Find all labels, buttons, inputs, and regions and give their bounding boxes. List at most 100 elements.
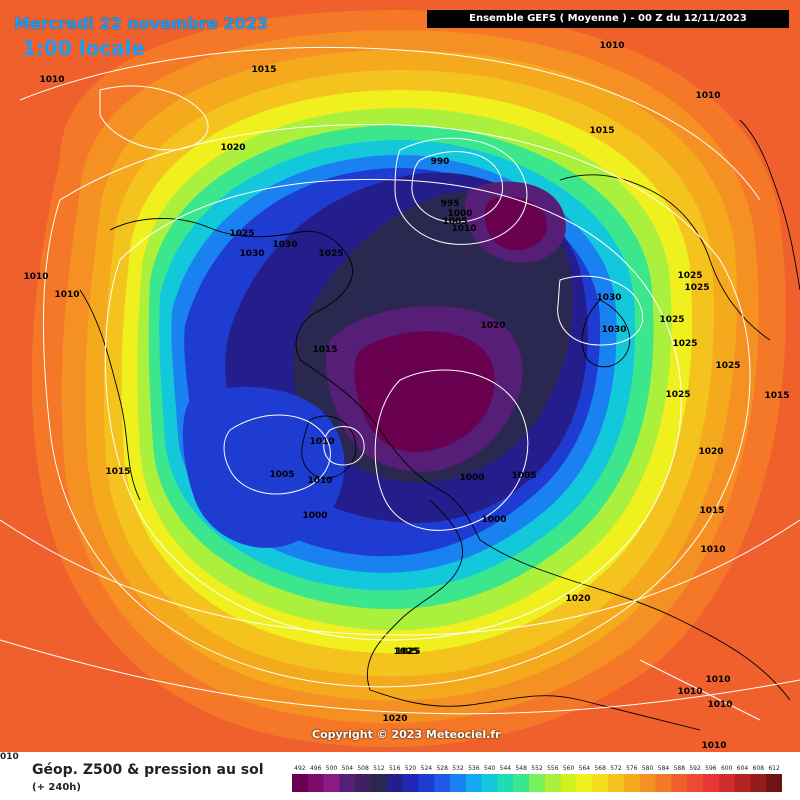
isobar-label: 1020 xyxy=(698,447,723,457)
isobar-label: 1030 xyxy=(596,293,621,303)
legend-tick-label: 580 xyxy=(642,765,654,772)
isobar-label: 1005 xyxy=(511,471,536,481)
legend-tick-label: 500 xyxy=(326,765,338,772)
legend-tick-label: 504 xyxy=(342,765,354,772)
isobar-label: 1015 xyxy=(105,467,130,477)
isobar-label: 1010 xyxy=(705,675,730,685)
isobar-label: 1020 xyxy=(480,321,505,331)
legend-tick-label: 512 xyxy=(373,765,385,772)
legend-tick-label: 492 xyxy=(294,765,306,772)
field-title: Géop. Z500 & pression au sol xyxy=(32,762,264,778)
legend-swatch xyxy=(371,774,388,792)
legend-swatch xyxy=(671,774,688,792)
isobar-label: 1015 xyxy=(699,506,724,516)
edge-isobar-label: 010 xyxy=(0,752,19,762)
isobar-label: 1020 xyxy=(220,143,245,153)
legend-swatch xyxy=(323,774,340,792)
z500-field-528-west xyxy=(182,386,345,548)
legend-tick-label: 528 xyxy=(436,765,448,772)
legend-swatch xyxy=(450,774,467,792)
legend-swatch xyxy=(734,774,751,792)
isobar-label: 1010 xyxy=(39,75,64,85)
isobar-label: 1005 xyxy=(269,470,294,480)
legend-swatch xyxy=(497,774,514,792)
isobar-label: 1025 xyxy=(684,283,709,293)
legend-swatch xyxy=(750,774,767,792)
legend-tick-label: 536 xyxy=(468,765,480,772)
isobar-label: 1020 xyxy=(565,594,590,604)
legend-tick-label: 524 xyxy=(421,765,433,772)
isobar-label: 990 xyxy=(431,157,450,167)
legend-swatch xyxy=(655,774,672,792)
legend-tick-label: 612 xyxy=(768,765,780,772)
legend-swatch xyxy=(687,774,704,792)
legend-swatch xyxy=(292,774,309,792)
isobar-label: 1025 xyxy=(393,647,418,657)
isobar-label: 1010 xyxy=(599,41,624,51)
isobar-label: 995 xyxy=(441,199,460,209)
legend-swatch xyxy=(703,774,720,792)
valid-time: 1:00 locale xyxy=(22,36,146,60)
isobar-label: 1010 xyxy=(707,700,732,710)
isobar-label: 1005 xyxy=(442,217,467,227)
legend-swatch xyxy=(418,774,435,792)
legend-tick-label: 592 xyxy=(689,765,701,772)
isobar-label: 1020 xyxy=(382,714,407,724)
legend-tick-label: 556 xyxy=(547,765,559,772)
legend-tick-label: 564 xyxy=(579,765,591,772)
legend-swatch xyxy=(718,774,735,792)
isobar-label: 1015 xyxy=(251,65,276,75)
legend-tick-label: 508 xyxy=(357,765,369,772)
isobar-label: 1025 xyxy=(395,647,420,657)
legend-tick-label: 600 xyxy=(721,765,733,772)
legend-swatch xyxy=(639,774,656,792)
legend-tick-label: 560 xyxy=(563,765,575,772)
legend-swatch xyxy=(592,774,609,792)
forecast-lead: (+ 240h) xyxy=(32,782,81,793)
weather-map: 1010101510101010102010159909951000100510… xyxy=(0,0,800,752)
legend-tick-label: 516 xyxy=(389,765,401,772)
legend-tick-label: 576 xyxy=(626,765,638,772)
isobar-label: 1030 xyxy=(601,325,626,335)
legend-swatch xyxy=(339,774,356,792)
legend-tick-label: 552 xyxy=(531,765,543,772)
legend-swatch xyxy=(386,774,403,792)
isobar-label: 1015 xyxy=(589,126,614,136)
legend-swatch xyxy=(560,774,577,792)
legend-swatch xyxy=(766,774,782,792)
legend-swatch xyxy=(576,774,593,792)
legend-tick-label: 584 xyxy=(658,765,670,772)
isobar-label: 1010 xyxy=(309,437,334,447)
legend-swatch xyxy=(608,774,625,792)
isobar-label: 1025 xyxy=(677,271,702,281)
color-scale-legend: 492 496 500 504 508 512 516 520 524 528 532 536 540 5… xyxy=(292,765,782,792)
z500-field-504-north xyxy=(354,331,495,453)
legend-swatch xyxy=(623,774,640,792)
legend-tick-label: 596 xyxy=(705,765,717,772)
isobar-label: 1025 xyxy=(672,339,697,349)
legend-tick-label: 548 xyxy=(515,765,527,772)
copyright-notice: Copyright © 2023 Meteociel.fr xyxy=(312,728,501,741)
legend-swatch xyxy=(481,774,498,792)
legend-tick-label: 496 xyxy=(310,765,322,772)
legend-swatch xyxy=(513,774,530,792)
isobar-label: 1010 xyxy=(307,476,332,486)
legend-tick-label: 520 xyxy=(405,765,417,772)
legend-swatch xyxy=(544,774,561,792)
isobar-label: 1030 xyxy=(272,240,297,250)
legend-tick-label: 568 xyxy=(594,765,606,772)
isobar-label: 1025 xyxy=(229,229,254,239)
isobar-labels: 1010101510101010102010159909951000100510… xyxy=(23,41,789,751)
isobar-label: 1025 xyxy=(659,315,684,325)
isobar-label: 1010 xyxy=(451,224,476,234)
isobar-label: 1025 xyxy=(665,390,690,400)
isobar-label: 1000 xyxy=(302,511,327,521)
isobar-label: 1000 xyxy=(481,515,506,525)
legend-tick-label: 540 xyxy=(484,765,496,772)
legend-tick-label: 532 xyxy=(452,765,464,772)
isobar-label: 1010 xyxy=(54,290,79,300)
isobar-label: 1015 xyxy=(312,345,337,355)
isobar-label: 1030 xyxy=(239,249,264,259)
isobar-label: 1015 xyxy=(764,391,789,401)
legend-swatch xyxy=(529,774,546,792)
